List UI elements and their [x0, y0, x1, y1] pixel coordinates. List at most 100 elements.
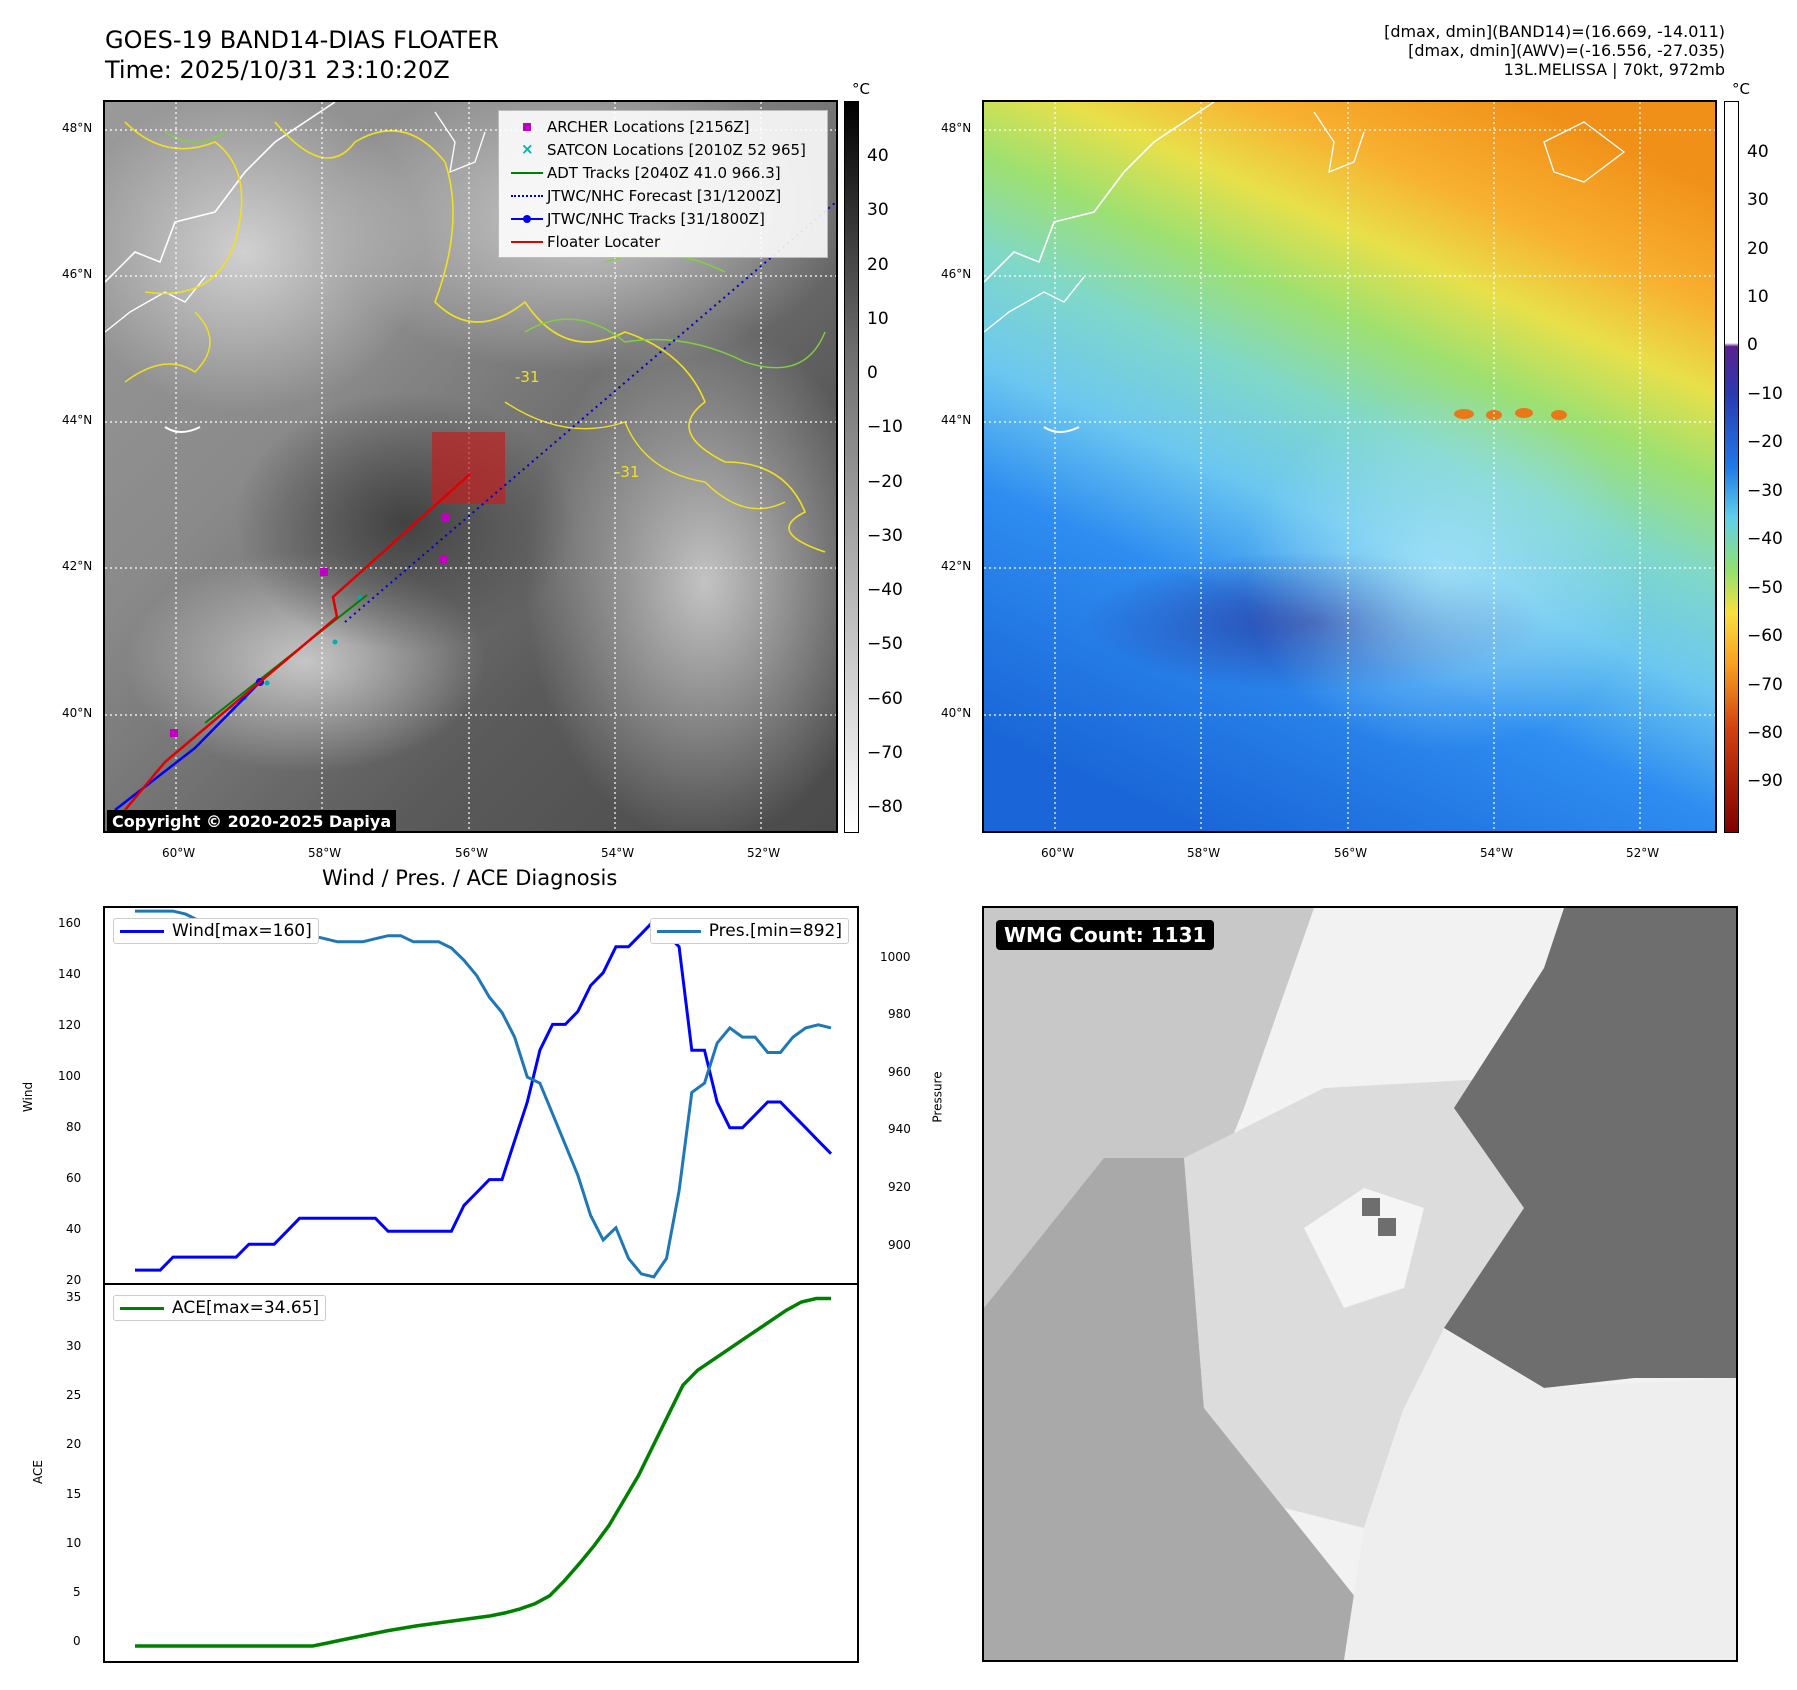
archer-markers: [170, 514, 449, 737]
lon-label: 60°W: [162, 846, 196, 860]
wind-tick: 120: [58, 1018, 81, 1032]
colorbar-tick: 10: [1747, 287, 1769, 307]
colorbar-tick: −20: [867, 472, 903, 492]
ace-series-line: [135, 1296, 831, 1648]
pressure-tick: 920: [888, 1180, 911, 1194]
colorbar-tick: −10: [1747, 384, 1783, 404]
lat-label: 48°N: [941, 121, 972, 135]
coastline-island: [434, 111, 486, 174]
pressure-tick: 980: [888, 1007, 911, 1021]
contour-label-2: -31: [615, 463, 640, 481]
coastline-newfoundland: [105, 102, 336, 283]
pressure-tick: 940: [888, 1122, 911, 1136]
lat-label: 40°N: [941, 706, 972, 720]
ace-axis-label: ACE: [30, 1460, 45, 1484]
ace-tick: 25: [66, 1388, 82, 1402]
colorbar-tick: −60: [1747, 626, 1783, 646]
legend-tracks: JTWC/NHC Tracks [31/1800Z]: [507, 207, 819, 230]
info-block: [dmax, dmin](BAND14)=(16.669, -14.011) […: [1384, 22, 1725, 79]
lon-label: 52°W: [747, 846, 781, 860]
wind-tick: 40: [66, 1222, 82, 1236]
legend-forecast: JTWC/NHC Forecast [31/1200Z]: [507, 184, 819, 207]
legend-floater: Floater Locater: [507, 230, 819, 253]
wmg-dark-pixel: [1378, 1218, 1396, 1236]
wind-tick: 140: [58, 967, 81, 981]
colorbar-tick: 40: [867, 146, 889, 166]
colorbar-tick: −70: [867, 743, 903, 763]
chart-title: GOES-19 BAND14-DIAS FLOATER: [105, 26, 499, 54]
wmg-region-center: [1184, 1078, 1584, 1528]
colorbar-gray: [844, 101, 859, 833]
wmg-panel: WMG Count: 1131: [982, 906, 1738, 1662]
lat-label: 48°N: [62, 121, 93, 135]
pressure-series-line: [135, 909, 832, 1279]
cloud-mass-east: [525, 322, 836, 831]
wind-axis-label: Wind: [21, 1081, 36, 1113]
lon-label: 54°W: [1480, 846, 1514, 860]
ace-tick: 30: [66, 1339, 82, 1353]
contour-yellow: [124, 121, 826, 553]
lon-label: 56°W: [455, 846, 489, 860]
ace-tick: 35: [66, 1290, 82, 1304]
lon-label: 52°W: [1626, 846, 1660, 860]
lon-label: 60°W: [1041, 846, 1075, 860]
colorbar-tick: −10: [867, 417, 903, 437]
colorbar-tick: −40: [1747, 529, 1783, 549]
colorbar-unit-gray: °C: [852, 80, 870, 98]
legend-satcon: × SATCON Locations [2010Z 52 965]: [521, 139, 806, 159]
wv-map-panel: [982, 100, 1717, 833]
wind-pressure-svg: [135, 909, 833, 1279]
wv-coastline-ne: [1543, 121, 1626, 183]
dry-slot: [235, 392, 575, 652]
coastline-sable: [164, 426, 201, 433]
wmg-region-southwest: [984, 1158, 1364, 1660]
wind-tick: 60: [66, 1171, 82, 1185]
colorbar-tick: 0: [1747, 335, 1758, 355]
coastline-nova-scotia: [105, 276, 206, 333]
wv-cold-tops: [1454, 408, 1567, 420]
legend-archer: ARCHER Locations [2156Z]: [507, 115, 819, 138]
wmg-region-southeast-light: [1344, 1328, 1736, 1660]
contour-yellow-2: [124, 311, 786, 510]
chart-time: Time: 2025/10/31 23:10:20Z: [105, 56, 450, 84]
info-awv: [dmax, dmin](AWV)=(-16.556, -27.035): [1408, 41, 1725, 60]
colorbar-tick: −60: [867, 689, 903, 709]
ace-tick: 10: [66, 1536, 82, 1550]
lon-label: 58°W: [308, 846, 342, 860]
colorbar-tick: 30: [1747, 190, 1769, 210]
ace-svg: [135, 1296, 831, 1648]
wind-pressure-panel: Wind[max=160] Pres.[min=892]: [103, 906, 859, 1285]
wv-moist-plume: [1244, 392, 1644, 752]
colorbar-tick: 30: [867, 200, 889, 220]
colorbar-tick: −80: [867, 797, 903, 817]
colorbar-tick: −80: [1747, 723, 1783, 743]
wv-coastline-sable: [1043, 426, 1080, 433]
pressure-tick: 960: [888, 1065, 911, 1079]
copyright-label: Copyright © 2020-2025 Dapiya: [107, 810, 397, 831]
wmg-dark-pixel: [1362, 1198, 1380, 1216]
wv-coastline-nova-scotia: [984, 276, 1085, 333]
ace-panel: ACE[max=34.65]: [103, 1283, 859, 1663]
wind-series-line: [135, 918, 833, 1272]
colorbar-unit-color: °C: [1732, 80, 1750, 98]
colorbar-tick: −50: [867, 634, 903, 654]
floater-locater-line: [114, 473, 471, 823]
wind-tick: 20: [66, 1273, 82, 1287]
pressure-tick: 1000: [880, 950, 911, 964]
lat-label: 42°N: [941, 559, 972, 573]
ace-legend: ACE[max=34.65]: [113, 1295, 327, 1321]
colorbar-tick: −30: [1747, 481, 1783, 501]
wind-tick: 100: [58, 1069, 81, 1083]
ace-tick: 20: [66, 1437, 82, 1451]
pressure-axis-label: Pressure: [930, 1071, 945, 1123]
wmg-count-label: WMG Count: 1131: [996, 920, 1215, 950]
colorbar-tick: 40: [1747, 142, 1769, 162]
colorbar-tick: 10: [867, 309, 889, 329]
lat-label: 46°N: [941, 267, 972, 281]
colorbar-tick: 0: [867, 363, 878, 383]
colorbar-tick: 20: [867, 255, 889, 275]
lon-label: 56°W: [1334, 846, 1368, 860]
wmg-svg: [984, 908, 1736, 1660]
wv-gridlines: [984, 102, 1715, 831]
diagnosis-title: Wind / Pres. / ACE Diagnosis: [322, 866, 618, 890]
